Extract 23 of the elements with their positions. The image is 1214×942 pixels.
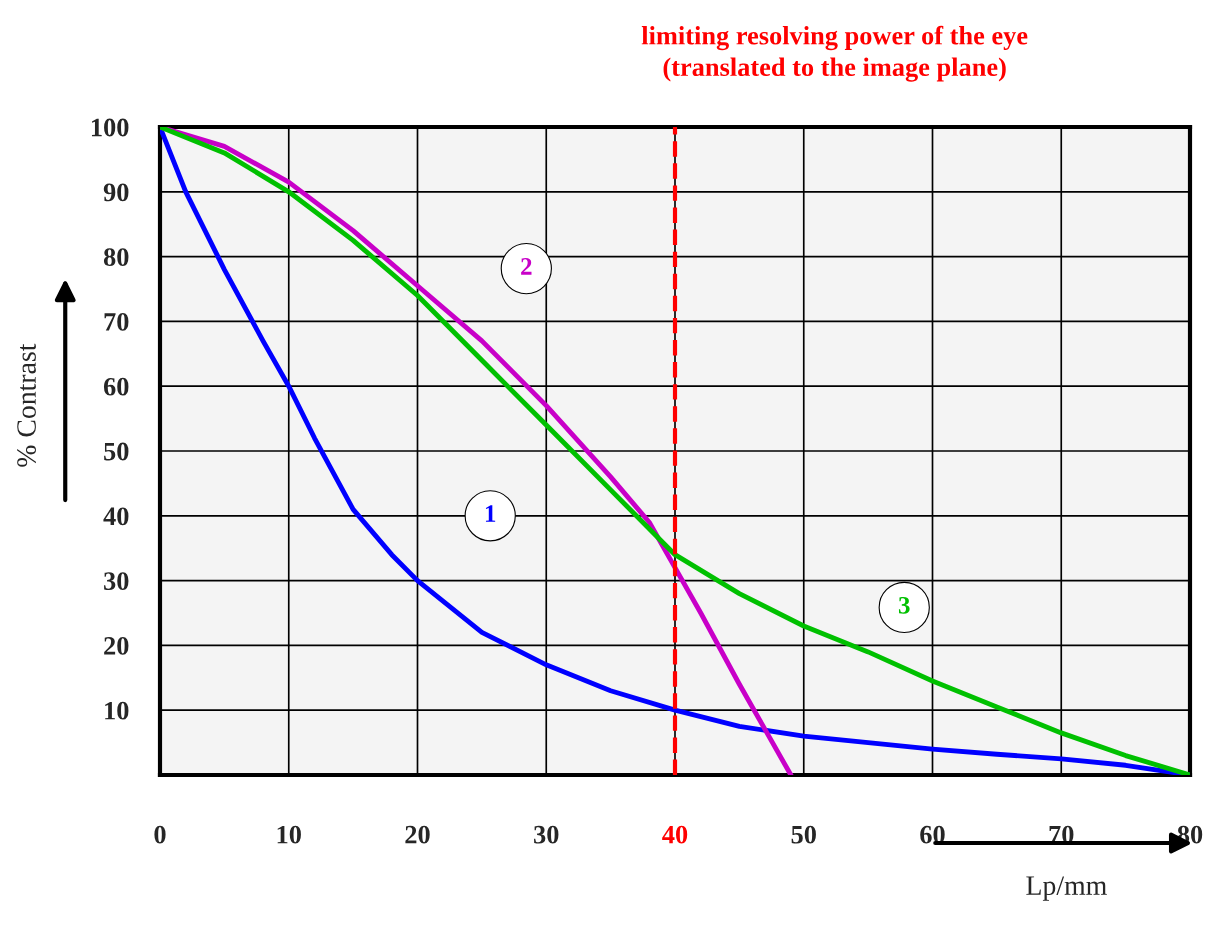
x-tick-label: 20 <box>405 825 430 844</box>
y-tick-label: 100 <box>91 118 129 137</box>
y-tick-label: 60 <box>103 377 129 396</box>
text: 2 <box>521 258 532 275</box>
y-tick-label: 30 <box>104 572 129 591</box>
x-tick-label: 10 <box>277 825 301 844</box>
x-axis-title: Lp/mm <box>1026 876 1107 901</box>
y-tick-label: 80 <box>103 248 129 267</box>
y-tick-label: 50 <box>104 442 129 461</box>
x-tick-label: 0 <box>154 825 166 844</box>
y-axis-title: % Contrast <box>17 343 36 467</box>
text: 1 <box>485 505 496 522</box>
y-tick-label: 70 <box>104 313 129 331</box>
line-series <box>160 127 1190 775</box>
y-tick-label: 40 <box>103 507 129 526</box>
y-tick-label: 90 <box>103 183 129 202</box>
x-tick-label: 40 <box>662 825 688 844</box>
ref-line-label: limiting resolving power of the eye (translated to the image plane) <box>641 25 1028 82</box>
x-tick-label: 30 <box>534 825 559 844</box>
y-tick-label: 20 <box>104 637 129 655</box>
y-tick-label: 10 <box>105 701 129 720</box>
x-tick-label: 50 <box>791 825 816 844</box>
series-label: 3 <box>898 596 910 614</box>
